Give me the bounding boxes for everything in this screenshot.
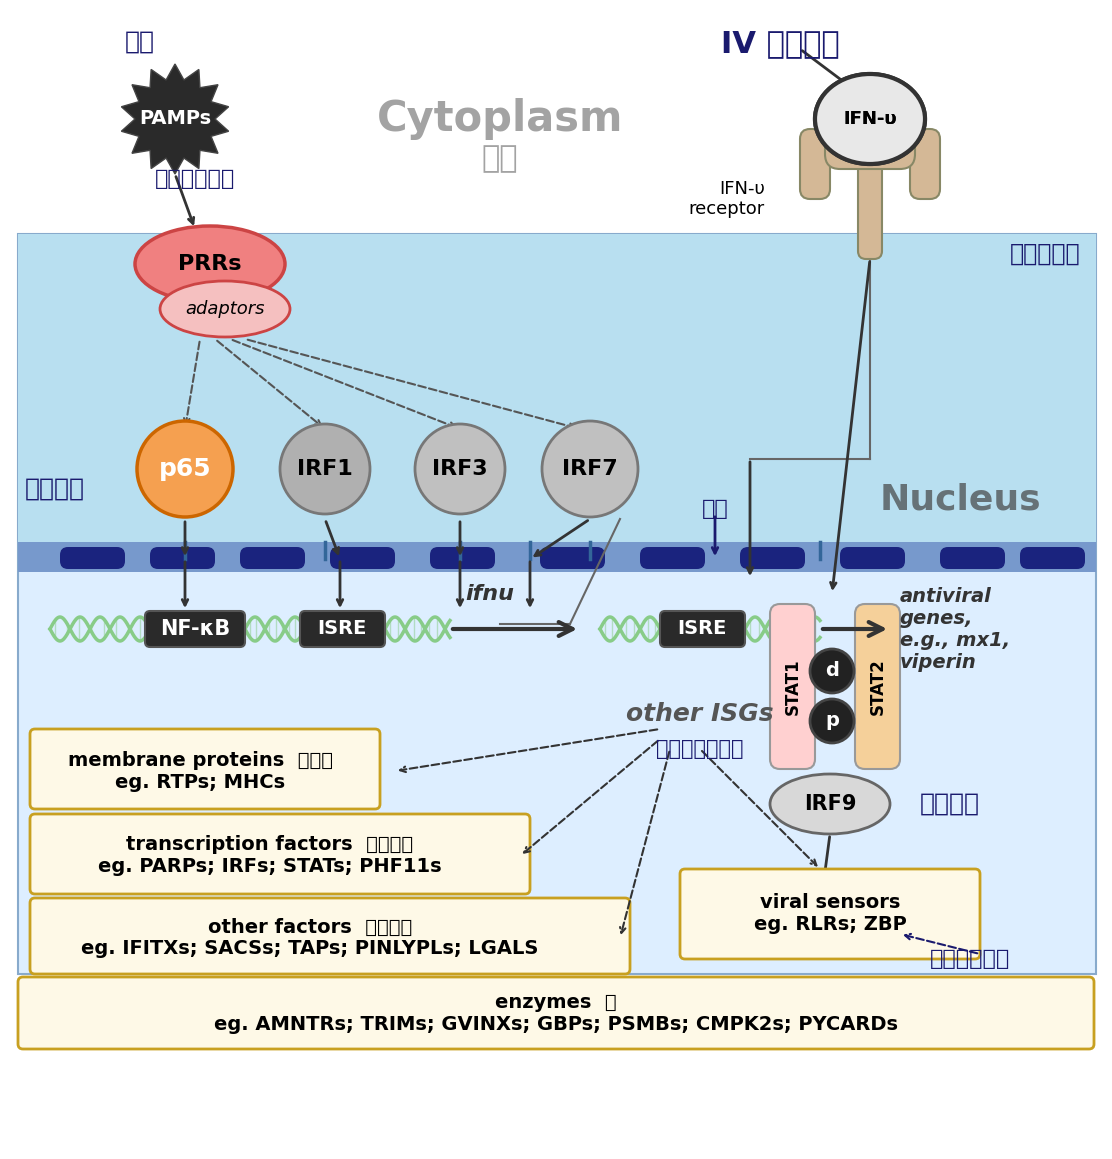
- Text: transcription factors  转录因子
eg. PARPs; IRFs; STATs; PHF11s: transcription factors 转录因子 eg. PARPs; IR…: [98, 836, 441, 876]
- Text: antiviral
genes,
e.g., mx1,
viperin: antiviral genes, e.g., mx1, viperin: [900, 586, 1010, 671]
- FancyBboxPatch shape: [300, 611, 385, 647]
- Ellipse shape: [415, 424, 505, 513]
- FancyBboxPatch shape: [150, 547, 215, 569]
- Text: IRF7: IRF7: [563, 459, 618, 479]
- Text: p65: p65: [159, 457, 211, 481]
- FancyBboxPatch shape: [18, 977, 1094, 1049]
- FancyBboxPatch shape: [18, 234, 1096, 559]
- Text: 胞质: 胞质: [481, 145, 518, 174]
- Text: IRF1: IRF1: [297, 459, 353, 479]
- FancyBboxPatch shape: [1020, 547, 1085, 569]
- Ellipse shape: [137, 421, 234, 517]
- Text: 病原识别受体: 病原识别受体: [155, 169, 236, 189]
- Text: other factors  其他分子
eg. IFITXs; SACSs; TAPs; PINLYPLs; LGALS: other factors 其他分子 eg. IFITXs; SACSs; TA…: [81, 918, 538, 958]
- Ellipse shape: [770, 774, 890, 834]
- Text: IFN-υ: IFN-υ: [843, 110, 896, 127]
- FancyBboxPatch shape: [910, 129, 940, 199]
- Text: Cytoplasm: Cytoplasm: [377, 99, 623, 140]
- Text: IFN-υ
receptor: IFN-υ receptor: [688, 180, 765, 218]
- Ellipse shape: [810, 699, 854, 743]
- FancyBboxPatch shape: [330, 547, 395, 569]
- Text: PRRs: PRRs: [178, 254, 241, 274]
- Ellipse shape: [542, 421, 638, 517]
- Text: enzymes  酶
eg. AMNTRs; TRIMs; GVINXs; GBPs; PSMBs; CMPK2s; PYCARDs: enzymes 酶 eg. AMNTRs; TRIMs; GVINXs; GBP…: [214, 992, 898, 1034]
- Text: IV 型干扰素: IV 型干扰素: [721, 29, 840, 58]
- FancyBboxPatch shape: [145, 611, 245, 647]
- Text: IRF3: IRF3: [433, 459, 488, 479]
- Ellipse shape: [280, 424, 370, 513]
- Text: ISRE: ISRE: [677, 620, 726, 639]
- Text: STAT1: STAT1: [784, 658, 802, 715]
- FancyBboxPatch shape: [840, 547, 905, 569]
- FancyBboxPatch shape: [540, 547, 605, 569]
- FancyBboxPatch shape: [858, 150, 882, 258]
- Text: 转录因子: 转录因子: [24, 478, 85, 501]
- FancyBboxPatch shape: [30, 729, 380, 809]
- FancyBboxPatch shape: [18, 239, 1096, 770]
- Text: Nucleus: Nucleus: [880, 482, 1041, 516]
- Ellipse shape: [160, 280, 290, 337]
- Text: viral sensors
eg. RLRs; ZBP: viral sensors eg. RLRs; ZBP: [754, 894, 906, 934]
- FancyBboxPatch shape: [30, 898, 631, 974]
- Text: 病原: 病原: [125, 30, 155, 54]
- FancyBboxPatch shape: [30, 814, 530, 894]
- Bar: [18, 542, 1096, 573]
- Text: 干扰素受体: 干扰素受体: [1010, 242, 1081, 267]
- Text: 干扰素刺激基因: 干扰素刺激基因: [656, 739, 744, 759]
- Polygon shape: [121, 64, 229, 174]
- FancyBboxPatch shape: [641, 547, 705, 569]
- Text: p: p: [825, 712, 838, 730]
- FancyBboxPatch shape: [430, 547, 495, 569]
- FancyBboxPatch shape: [940, 547, 1005, 569]
- FancyBboxPatch shape: [240, 547, 305, 569]
- FancyBboxPatch shape: [825, 109, 915, 169]
- Text: STAT2: STAT2: [868, 658, 887, 715]
- FancyBboxPatch shape: [770, 604, 815, 770]
- Text: 病原识别受体: 病原识别受体: [930, 949, 1010, 969]
- Text: IRF9: IRF9: [804, 794, 856, 814]
- FancyBboxPatch shape: [681, 869, 980, 958]
- FancyBboxPatch shape: [855, 604, 900, 770]
- Text: membrane proteins  膜蛋白
eg. RTPs; MHCs: membrane proteins 膜蛋白 eg. RTPs; MHCs: [68, 751, 332, 792]
- Ellipse shape: [815, 74, 925, 165]
- Text: other ISGs: other ISGs: [626, 702, 774, 726]
- FancyBboxPatch shape: [60, 547, 125, 569]
- Ellipse shape: [810, 649, 854, 693]
- FancyBboxPatch shape: [739, 547, 805, 569]
- Text: 核内: 核内: [702, 500, 728, 519]
- FancyBboxPatch shape: [18, 234, 1096, 974]
- Text: ISRE: ISRE: [317, 620, 367, 639]
- FancyBboxPatch shape: [800, 129, 830, 199]
- Text: adaptors: adaptors: [186, 300, 265, 318]
- Ellipse shape: [815, 74, 925, 165]
- Text: d: d: [825, 662, 838, 680]
- Text: PAMPs: PAMPs: [139, 109, 211, 129]
- Ellipse shape: [135, 226, 285, 302]
- Text: NF-κB: NF-κB: [160, 619, 230, 639]
- Text: IFN-υ: IFN-υ: [843, 110, 896, 127]
- Text: 转录因子: 转录因子: [920, 792, 980, 816]
- FancyBboxPatch shape: [661, 611, 745, 647]
- Text: ifnu: ifnu: [466, 584, 515, 604]
